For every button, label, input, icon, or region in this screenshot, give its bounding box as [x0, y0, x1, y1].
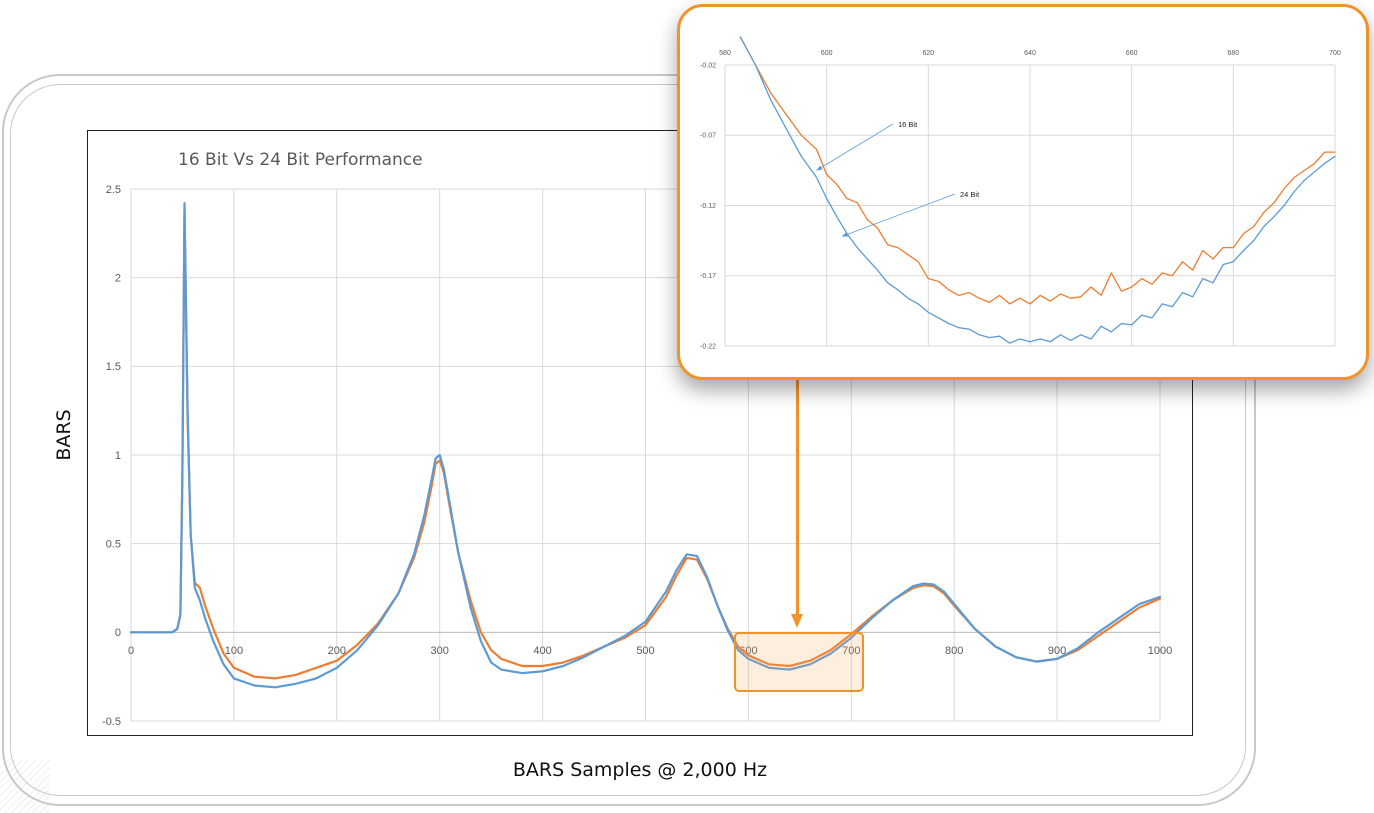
x-tick-label: 700: [842, 645, 860, 657]
inner-frame: [10, 84, 1246, 796]
annotation-arrow-line: [816, 123, 894, 171]
x-tick-label: 400: [533, 645, 551, 657]
y-tick-label: 0.5: [106, 539, 121, 551]
x-tick-label: 300: [431, 645, 449, 657]
outer-frame: [2, 74, 1256, 806]
annotation-label: 16 Bit: [898, 120, 918, 129]
zoom-inset-panel: 580 600 620 640 660 680 700 -0.02 -0.07 -0.12 -0.1…: [677, 4, 1369, 380]
series-line-1: [739, 36, 1336, 305]
zoom-connector-arrowhead: [791, 614, 803, 628]
x-tick-label: 600: [821, 50, 833, 57]
y-tick-label: -0.12: [700, 203, 716, 210]
series-line-1: [129, 209, 1162, 680]
annotation-arrowhead: [816, 165, 823, 171]
x-tick-label: 500: [636, 645, 654, 657]
chart-title: 16 Bit Vs 24 Bit Performance: [178, 150, 423, 170]
x-tick-label: 580: [719, 50, 731, 57]
y-tick-label: -0.5: [102, 716, 121, 728]
y-tick-label: -0.07: [700, 133, 716, 140]
x-tick-label: 800: [945, 645, 963, 657]
y-axis-title: BARS: [53, 409, 75, 461]
inset-chart-svg: 580 600 620 640 660 680 700 -0.02 -0.07 -0.12 -0.1…: [700, 36, 1341, 350]
x-axis-title: BARS Samples @ 2,000 Hz: [512, 759, 768, 781]
x-tick-label: 680: [1227, 50, 1239, 57]
x-tick-label: 620: [922, 50, 934, 57]
y-tick-label: 1: [115, 450, 121, 462]
annotation-arrowhead: [841, 232, 848, 237]
y-tick-label: -0.22: [700, 343, 716, 350]
y-tick-label: -0.17: [700, 273, 716, 280]
y-tick-label: -0.02: [700, 62, 716, 69]
x-tick-label: 700: [1329, 50, 1341, 57]
series-line-2: [129, 202, 1162, 689]
zoom-region-highlight: [734, 632, 864, 692]
x-tick-label: 0: [128, 645, 134, 657]
y-tick-label: 1.5: [106, 361, 121, 373]
x-tick-label: 100: [225, 645, 243, 657]
y-tick-label: 2: [115, 273, 121, 285]
x-tick-label: 1000: [1148, 645, 1172, 657]
y-tick-label: 2.5: [106, 184, 121, 196]
annotation-label: 24 Bit: [960, 190, 980, 199]
y-tick-label: 0: [115, 627, 121, 639]
zoom-connector-line: [796, 380, 799, 616]
x-tick-label: 640: [1024, 50, 1036, 57]
series-line-2: [739, 36, 1336, 344]
x-tick-label: 900: [1048, 645, 1066, 657]
annotation-arrow-line: [841, 193, 956, 237]
x-tick-label: 200: [328, 645, 346, 657]
x-tick-label: 660: [1126, 50, 1138, 57]
